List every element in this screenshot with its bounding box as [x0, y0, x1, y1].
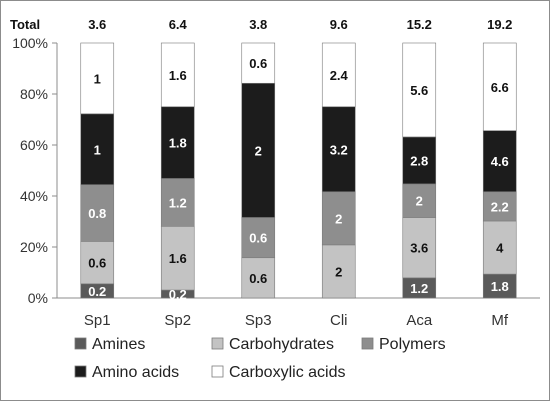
- total-value-label: 9.6: [330, 17, 348, 32]
- segment-value-label: 0.6: [249, 271, 267, 286]
- bar-segment-carbohydrates: [160, 225, 195, 291]
- y-tick-label: 20%: [20, 239, 48, 255]
- bar-segment-polymers: [241, 217, 276, 259]
- labels: Total 0.2 0.6 0.8 1 1 Sp1 3.6 0.2 1.6 1.2 1.8 1.6 Sp2…: [10, 17, 512, 329]
- segment-value-label: 1.6: [169, 251, 187, 266]
- axes: 0% 20% 40% 60% 80% 100%: [12, 35, 540, 306]
- segment-value-label: 3.6: [410, 241, 428, 256]
- y-tick-label: 100%: [12, 35, 48, 51]
- category-label: Sp1: [84, 312, 111, 329]
- bar-segment-amino-acids: [482, 130, 517, 193]
- legend-swatch: [74, 337, 87, 350]
- legend-label: Amino acids: [92, 364, 179, 381]
- bar-segment-carbohydrates: [321, 244, 356, 299]
- bar-segment-amino-acids: [241, 82, 276, 218]
- segment-value-label: 1: [94, 142, 101, 157]
- segment-value-label: 0.2: [88, 284, 106, 299]
- y-tick-label: 80%: [20, 86, 48, 102]
- legend-label: Carboxylic acids: [229, 364, 345, 381]
- bars: [80, 42, 517, 299]
- legend-swatch: [361, 337, 374, 350]
- segment-value-label: 0.6: [249, 56, 267, 71]
- legend-swatch: [211, 365, 224, 378]
- category-label: Sp2: [164, 312, 191, 329]
- legend-item-polymers: Polymers: [361, 336, 446, 353]
- segment-value-label: 6.6: [491, 80, 509, 95]
- bar-segment-carboxylic-acids: [321, 42, 356, 108]
- bar-segment-carboxylic-acids: [80, 42, 115, 115]
- bar-segment-carbohydrates: [80, 241, 115, 285]
- segment-value-label: 4.6: [491, 154, 509, 169]
- bar-segment-polymers: [321, 191, 356, 246]
- segment-value-label: 2: [335, 264, 342, 279]
- total-value-label: 15.2: [407, 17, 432, 32]
- segment-value-label: 0.8: [88, 206, 106, 221]
- segment-value-label: 2.2: [491, 199, 509, 214]
- bar-segment-carboxylic-acids: [241, 42, 276, 84]
- segment-value-label: 5.6: [410, 83, 428, 98]
- segment-value-label: 2: [335, 211, 342, 226]
- category-label: Sp3: [245, 312, 272, 329]
- bar-segment-carboxylic-acids: [402, 42, 437, 138]
- legend-swatch: [211, 337, 224, 350]
- bar-segment-polymers: [160, 178, 195, 227]
- segment-value-label: 4: [496, 241, 504, 256]
- bar-segment-amino-acids: [321, 106, 356, 193]
- total-caption: Total: [10, 17, 40, 32]
- segment-value-label: 0.2: [169, 287, 187, 302]
- legend-label: Carbohydrates: [229, 336, 334, 353]
- y-tick-label: 60%: [20, 137, 48, 153]
- y-tick-label: 0%: [28, 290, 48, 306]
- legend: Amines Carbohydrates Polymers Amino acids Ca…: [74, 336, 446, 381]
- bar-segment-amino-acids: [402, 136, 437, 185]
- total-value-label: 19.2: [487, 17, 512, 32]
- legend-item-carboxylic-acids: Carboxylic acids: [211, 364, 345, 381]
- category-label: Aca: [406, 312, 433, 329]
- bar-segment-polymers: [402, 183, 437, 218]
- segment-value-label: 1.2: [410, 281, 428, 296]
- bar-segment-carboxylic-acids: [482, 42, 517, 131]
- total-value-label: 3.6: [88, 17, 106, 32]
- legend-label: Polymers: [379, 336, 446, 353]
- category-label: Cli: [330, 312, 348, 329]
- total-value-label: 3.8: [249, 17, 267, 32]
- legend-label: Amines: [92, 336, 145, 353]
- y-tick-label: 40%: [20, 188, 48, 204]
- segment-value-label: 1.6: [169, 68, 187, 83]
- segment-value-label: 0.6: [88, 256, 106, 271]
- segment-value-label: 1: [94, 71, 101, 86]
- segment-value-label: 2: [255, 143, 262, 158]
- legend-item-carbohydrates: Carbohydrates: [211, 336, 334, 353]
- total-value-label: 6.4: [169, 17, 188, 32]
- segment-value-label: 3.2: [330, 142, 348, 157]
- segment-value-label: 1.8: [169, 136, 187, 151]
- bar-segment-polymers: [482, 191, 517, 222]
- legend-item-amines: Amines: [74, 336, 145, 353]
- segment-value-label: 1.8: [491, 279, 509, 294]
- segment-value-label: 0.6: [249, 231, 267, 246]
- bar-segment-carboxylic-acids: [160, 42, 195, 108]
- bar-segment-amino-acids: [160, 106, 195, 179]
- segment-value-label: 2.4: [330, 68, 349, 83]
- segment-value-label: 2.8: [410, 153, 428, 168]
- bar-segment-carbohydrates: [241, 257, 276, 299]
- legend-item-amino-acids: Amino acids: [74, 364, 179, 381]
- category-label: Mf: [491, 312, 508, 329]
- segment-value-label: 2: [416, 194, 423, 209]
- segment-value-label: 1.2: [169, 195, 187, 210]
- legend-swatch: [74, 365, 87, 378]
